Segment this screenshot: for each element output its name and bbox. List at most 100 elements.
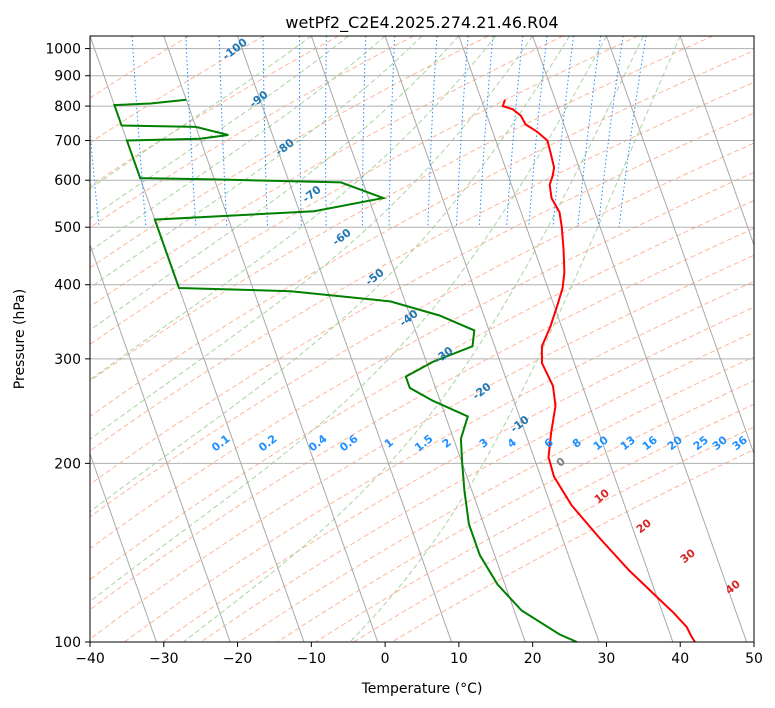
moist-adiabat-line: [349, 36, 681, 642]
x-tick-label: 30: [598, 651, 616, 667]
moist-adiabat-line: [90, 36, 571, 513]
x-tick-label: 50: [745, 651, 763, 667]
mixing-ratio-label: 36: [730, 433, 750, 453]
moist-adiabat-line: [90, 36, 497, 381]
mixing-ratio-line: [299, 36, 302, 228]
x-tick-label: −40: [75, 651, 105, 667]
mixing-ratio-line: [478, 36, 494, 228]
dry-adiabat-line: [90, 36, 414, 229]
dry-adiabat-line: [90, 49, 754, 418]
moist-adiabat-line: [90, 36, 423, 289]
mixing-ratio-label: 6: [542, 436, 556, 451]
dry-adiabat-line: [90, 81, 754, 452]
moist-adiabat-label: 20: [634, 516, 654, 536]
moist-adiabats: [90, 36, 681, 642]
isotherm-line: [753, 36, 754, 38]
dry-adiabat-line: [277, 380, 754, 642]
isotherm-line: [237, 36, 452, 642]
mixing-ratio-lines: [90, 36, 647, 228]
moist-adiabat-line: [90, 36, 349, 219]
dry-adiabat-line: [90, 171, 754, 550]
isotherm-label: -10: [508, 413, 532, 436]
mixing-ratio-line: [218, 36, 228, 228]
y-tick-label: 500: [54, 220, 81, 236]
x-tick-label: 40: [671, 651, 689, 667]
isotherm-label: -90: [247, 88, 271, 111]
isotherm-line: [384, 36, 600, 642]
y-axis: 100 200 300 400 500 600 700 800 900 1000: [45, 42, 90, 651]
mixing-ratio-label: 1: [382, 436, 396, 451]
mixing-ratio-line: [427, 36, 438, 228]
isotherm-line: [90, 452, 157, 642]
dry-adiabat-line: [90, 36, 564, 308]
y-axis-label: Pressure (hPa): [12, 289, 28, 389]
mixing-ratio-line: [528, 36, 548, 228]
y-tick-label: 100: [54, 635, 81, 651]
dry-adiabat-line: [90, 36, 639, 345]
mixing-ratio-line: [597, 36, 624, 228]
mixing-ratio-line: [185, 36, 197, 228]
dry-adiabat-line: [90, 36, 713, 382]
moist-adiabat-line: [90, 36, 534, 440]
moist-adiabat-line: [90, 36, 386, 252]
isotherm-label: -30: [432, 344, 456, 367]
mixing-ratio-line: [456, 36, 469, 228]
dry-adiabats: [90, 36, 754, 642]
mixing-ratio-label: 2: [440, 436, 454, 451]
y-tick-label: 900: [54, 69, 81, 85]
moist-adiabat-label: 40: [723, 577, 743, 597]
isotherm-label: -60: [330, 226, 354, 249]
dry-adiabat-line: [90, 36, 489, 269]
mixing-ratio-label: 16: [640, 433, 660, 453]
y-tick-label: 300: [54, 352, 81, 368]
isotherm-line: [90, 243, 231, 642]
mixing-ratio-label: 30: [710, 433, 730, 453]
moist-adiabat-line: [90, 36, 607, 603]
moist-adiabat-line: [90, 36, 460, 331]
isotherm-line: [458, 36, 674, 642]
y-tick-label: 1000: [45, 42, 81, 58]
mixing-ratio-line: [618, 36, 647, 228]
x-tick-label: −10: [297, 651, 327, 667]
isotherm-line: [310, 36, 526, 642]
mixing-ratio-label: 25: [691, 433, 711, 453]
y-tick-label: 700: [54, 133, 81, 149]
mixing-ratio-line: [506, 36, 524, 228]
isotherm-line: [0, 36, 9, 642]
mixing-ratio-label: 0.2: [256, 432, 279, 454]
moist-adiabat-label: 0: [554, 455, 568, 470]
mixing-ratio-label: 1.5: [412, 432, 435, 454]
isotherm-line: [163, 36, 379, 642]
isotherm-line: [679, 36, 754, 247]
y-tick-label: 800: [54, 99, 81, 115]
dewpoint-line: [113, 98, 578, 642]
mixing-ratio-label: 4: [505, 436, 519, 451]
dry-adiabat-line: [200, 331, 754, 642]
x-tick-label: −20: [223, 651, 253, 667]
dry-adiabat-line: [90, 200, 754, 581]
mixing-ratio-label: 0.1: [209, 432, 232, 454]
mixing-ratio-line: [361, 36, 367, 228]
dry-adiabat-line: [124, 280, 754, 642]
moist-adiabat-label: 10: [592, 486, 612, 506]
series-layer: [113, 98, 696, 642]
isobars: [90, 48, 754, 642]
dry-adiabat-line: [238, 356, 754, 642]
moist-adiabat-line: [182, 36, 644, 642]
isotherm-label: -70: [300, 183, 324, 206]
isotherms: [0, 36, 754, 642]
isotherm-line: [605, 36, 754, 456]
isotherm-line: [532, 36, 748, 642]
mixing-ratio-line: [262, 36, 268, 228]
mixing-ratio-line: [552, 36, 574, 228]
dry-adiabat-line: [162, 306, 754, 642]
mixing-ratio-line: [131, 36, 147, 228]
moist-adiabat-label: 30: [678, 546, 698, 566]
mixing-ratio-label: 0.6: [337, 432, 361, 454]
mixing-ratio-label: 10: [591, 433, 611, 453]
dry-adiabat-line: [90, 36, 265, 144]
x-tick-label: 0: [381, 651, 390, 667]
y-tick-label: 600: [54, 173, 81, 189]
background-lines: [0, 36, 754, 642]
